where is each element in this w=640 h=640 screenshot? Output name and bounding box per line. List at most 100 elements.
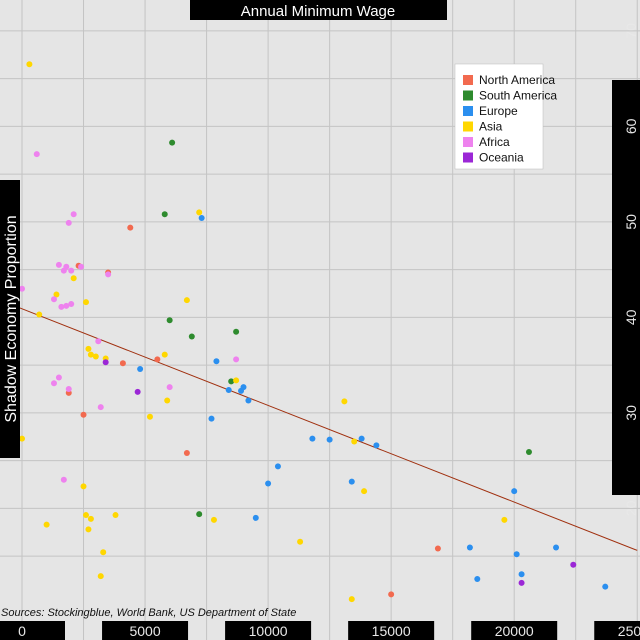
data-point xyxy=(80,411,87,418)
x-tick-box xyxy=(225,621,312,640)
data-point xyxy=(85,345,92,352)
data-point xyxy=(55,261,62,268)
x-tick-label: 20000 xyxy=(495,623,534,639)
data-point xyxy=(87,351,94,358)
data-point xyxy=(326,436,333,443)
x-tick-label: 0 xyxy=(18,623,26,639)
legend-entry: North America xyxy=(479,73,555,87)
data-point xyxy=(297,538,304,545)
data-point xyxy=(102,359,109,366)
data-point xyxy=(112,512,119,519)
data-point xyxy=(183,449,190,456)
data-point xyxy=(518,579,525,586)
data-point xyxy=(43,521,50,528)
data-point xyxy=(252,514,259,521)
y-tick-label: 40 xyxy=(623,309,639,325)
data-point xyxy=(127,224,134,231)
x-tick-label: 5000 xyxy=(129,623,160,639)
data-point xyxy=(361,488,368,495)
data-point xyxy=(119,360,126,367)
data-point xyxy=(474,576,481,583)
data-point xyxy=(198,215,205,222)
x-tick-box xyxy=(102,621,189,640)
y-tick-label: 20 xyxy=(623,500,639,516)
legend-swatch xyxy=(463,75,473,85)
data-point xyxy=(92,353,99,360)
legend-entry: Europe xyxy=(479,104,518,118)
data-point xyxy=(466,544,473,551)
y-tick-label: 70 xyxy=(623,23,639,39)
data-point xyxy=(351,438,358,445)
data-point xyxy=(60,476,67,483)
x-tick-box xyxy=(348,621,435,640)
data-point xyxy=(553,544,560,551)
data-point xyxy=(146,413,153,420)
y-tick-label: 50 xyxy=(623,214,639,230)
legend-swatch xyxy=(463,121,473,132)
data-point xyxy=(53,291,60,298)
y-axis-label-box xyxy=(612,80,640,495)
data-point xyxy=(525,449,532,456)
data-point xyxy=(63,302,70,309)
y-tick-label: 60 xyxy=(623,118,639,134)
data-point xyxy=(65,386,72,392)
data-point xyxy=(80,483,87,490)
data-point xyxy=(137,365,144,372)
data-point xyxy=(341,398,348,405)
data-point xyxy=(95,338,102,345)
x-tick-label: 15000 xyxy=(372,623,411,639)
data-point xyxy=(513,551,520,558)
data-point xyxy=(36,311,43,318)
data-points xyxy=(19,61,609,603)
legend-entry: South America xyxy=(479,89,557,103)
data-point xyxy=(518,571,525,578)
data-point xyxy=(183,297,190,304)
data-point xyxy=(208,415,215,422)
legend-entry: Africa xyxy=(479,135,510,149)
data-point xyxy=(55,374,62,381)
data-point xyxy=(233,356,240,363)
data-point xyxy=(68,301,75,308)
data-point xyxy=(196,209,203,216)
legend-swatch xyxy=(463,106,473,116)
data-point xyxy=(570,561,577,568)
data-point xyxy=(154,356,161,363)
data-point xyxy=(274,463,281,470)
x-axis-ticks: 0 5000 10000 15000 20000 25000 xyxy=(0,621,640,640)
data-point xyxy=(134,388,141,395)
data-point xyxy=(213,358,220,365)
data-point xyxy=(70,275,77,282)
data-point xyxy=(65,219,72,226)
data-point xyxy=(169,139,176,146)
data-point xyxy=(161,351,168,358)
x-tick-label: 10000 xyxy=(249,623,288,639)
data-point xyxy=(50,380,57,387)
data-point xyxy=(105,271,112,278)
source-note: Sources: Stockingblue, World Bank, US De… xyxy=(1,607,296,619)
legend-swatch xyxy=(463,137,473,147)
data-point xyxy=(68,267,75,274)
data-point xyxy=(434,545,441,552)
data-point xyxy=(87,515,94,522)
data-point xyxy=(33,151,40,158)
data-point xyxy=(225,386,232,393)
data-point xyxy=(19,285,25,292)
data-point xyxy=(97,404,104,411)
data-point xyxy=(161,211,168,218)
data-point xyxy=(82,512,89,519)
data-point xyxy=(97,573,104,580)
data-point xyxy=(602,583,609,590)
ylabel-box xyxy=(0,180,20,458)
data-point xyxy=(309,435,316,442)
data-point xyxy=(166,317,173,324)
data-point xyxy=(100,549,107,556)
x-tick-label: 25000 xyxy=(618,623,640,639)
y-tick-label: 30 xyxy=(623,405,639,421)
data-point xyxy=(85,526,92,533)
trend-line-group xyxy=(19,307,638,551)
data-point xyxy=(188,333,195,340)
data-point xyxy=(210,516,217,523)
data-point xyxy=(196,511,203,518)
